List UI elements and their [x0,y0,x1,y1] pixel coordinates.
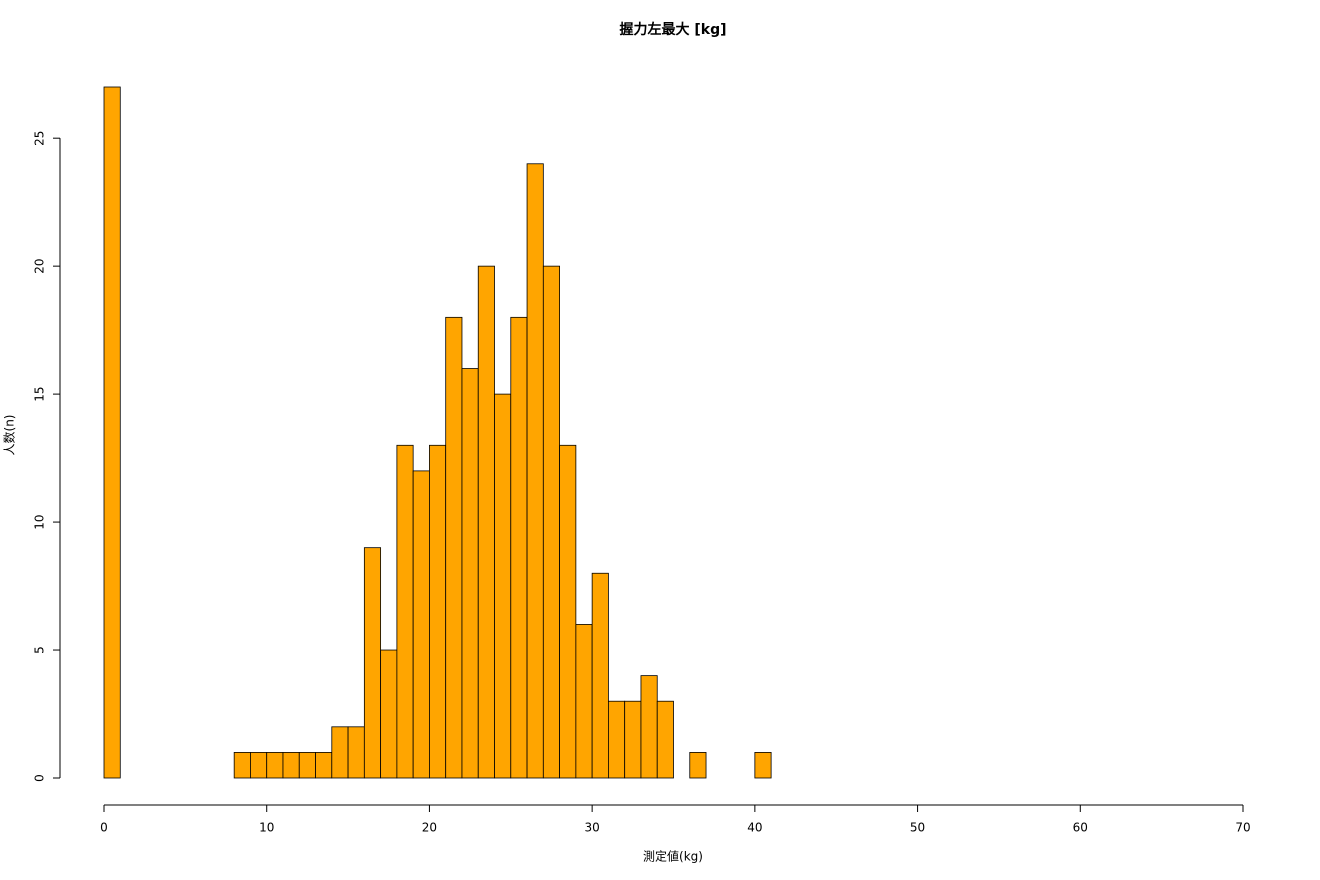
y-tick-label: 20 [33,259,47,274]
bar [461,368,479,779]
bar [754,752,772,779]
y-tick-label: 15 [33,386,47,401]
y-axis-label: 人数(n) [2,415,17,456]
x-tick-label: 50 [910,821,925,835]
bar [526,163,544,779]
x-tick-label: 0 [100,821,108,835]
bar [624,700,642,779]
x-tick-label: 10 [259,821,274,835]
bar [445,316,463,779]
y-tick-label: 5 [33,646,47,654]
bar [396,444,414,779]
bar [266,752,284,779]
bar [331,726,349,779]
bar [233,752,251,779]
bar [591,572,609,779]
bar [363,547,382,779]
x-tick-label: 20 [422,821,437,835]
bar [575,624,593,779]
bar [315,752,333,779]
bar [477,265,495,779]
chart-title: 握力左最大 [kg] [619,21,726,38]
x-tick-label: 60 [1073,821,1088,835]
x-tick-label: 70 [1235,821,1250,835]
x-axis-label: 測定値(kg) [643,849,703,864]
bar [250,752,268,779]
bar [380,649,398,779]
bar [298,752,316,779]
x-tick-label: 40 [747,821,762,835]
bar [510,316,528,779]
x-tick-label: 30 [585,821,600,835]
bar [559,444,577,779]
bar [608,700,626,779]
bar [542,265,560,779]
bar [689,752,707,779]
bar [429,444,447,779]
bar [347,726,365,779]
bar [494,393,512,779]
y-tick-label: 0 [33,774,47,782]
bar [640,675,658,779]
y-tick-label: 25 [33,131,47,146]
bar [412,470,430,779]
bar [656,700,674,779]
bar [103,86,121,779]
bar [282,752,300,779]
y-tick-label: 10 [33,514,47,529]
